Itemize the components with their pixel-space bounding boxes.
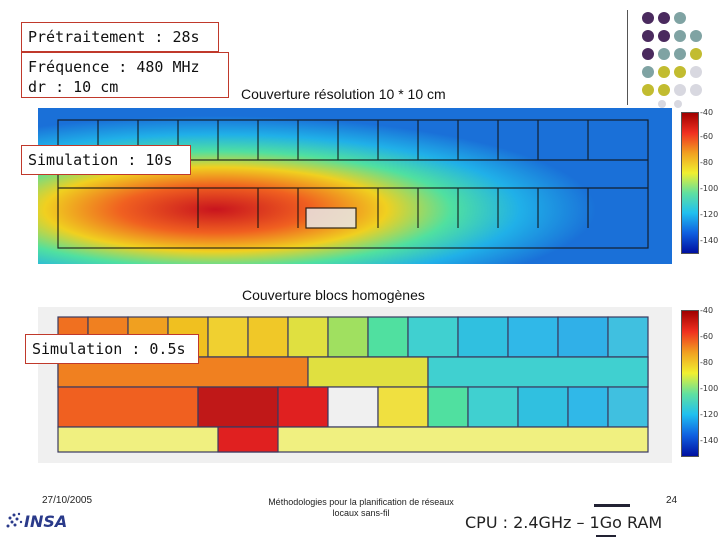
decorative-dot-grid — [640, 10, 702, 108]
coverage-map-blocks-svg — [57, 316, 649, 453]
footer-accent-bar — [594, 504, 630, 507]
colorbar-1-tick: -100 — [700, 184, 719, 193]
coverage-map-fine-svg — [38, 108, 672, 264]
divider-line — [627, 10, 628, 105]
simulation-fine-box: Simulation : 10s — [21, 145, 191, 175]
frequence-box: Fréquence : 480 MHz dr : 10 cm — [21, 52, 229, 98]
colorbar-2-tick: -80 — [700, 358, 714, 367]
footer-date: 27/10/2005 — [42, 495, 93, 506]
footer-page-number: 24 — [666, 495, 678, 506]
pretraitement-text: Prétraitement : 28s — [28, 28, 200, 46]
insa-logo-icon — [6, 512, 23, 528]
map1-title: Couverture résolution 10 * 10 cm — [241, 86, 446, 102]
coverage-map-blocks — [38, 307, 672, 463]
map2-title: Couverture blocs homogènes — [242, 287, 425, 303]
colorbar-1-tick: -40 — [700, 108, 714, 117]
footer-title-line1: Méthodologies pour la planification de r… — [268, 497, 454, 507]
simulation-fine-text: Simulation : 10s — [28, 151, 173, 169]
colorbar-2-tick: -40 — [700, 306, 714, 315]
colorbar-2-tick: -140 — [700, 436, 719, 445]
colorbar-2-tick: -100 — [700, 384, 719, 393]
resolution-text: dr : 10 cm — [28, 78, 119, 96]
colorbar-1-tick: -140 — [700, 236, 719, 245]
cpu-spec: CPU : 2.4GHz – 1Go RAM — [465, 513, 663, 532]
simulation-blocs-box: Simulation : 0.5s — [25, 334, 199, 364]
footer-title: Méthodologies pour la planification de r… — [250, 497, 472, 519]
colorbar-1-tick: -60 — [700, 132, 714, 141]
insa-logo: INSA — [4, 508, 68, 536]
coverage-map-fine — [38, 108, 672, 264]
colorbar-2-tick: -60 — [700, 332, 714, 341]
colorbar-2-tick: -120 — [700, 410, 719, 419]
pretraitement-box: Prétraitement : 28s — [21, 22, 219, 52]
insa-logo-text: INSA — [24, 512, 68, 531]
frequence-text: Fréquence : 480 MHz — [28, 58, 200, 76]
footer-title-line2: locaux sans-fil — [332, 508, 390, 518]
colorbar-2 — [681, 310, 699, 457]
footer-accent-bar-2 — [596, 535, 616, 537]
colorbar-1 — [681, 112, 699, 254]
colorbar-1-tick: -80 — [700, 158, 714, 167]
simulation-blocs-text: Simulation : 0.5s — [32, 340, 186, 358]
colorbar-1-tick: -120 — [700, 210, 719, 219]
